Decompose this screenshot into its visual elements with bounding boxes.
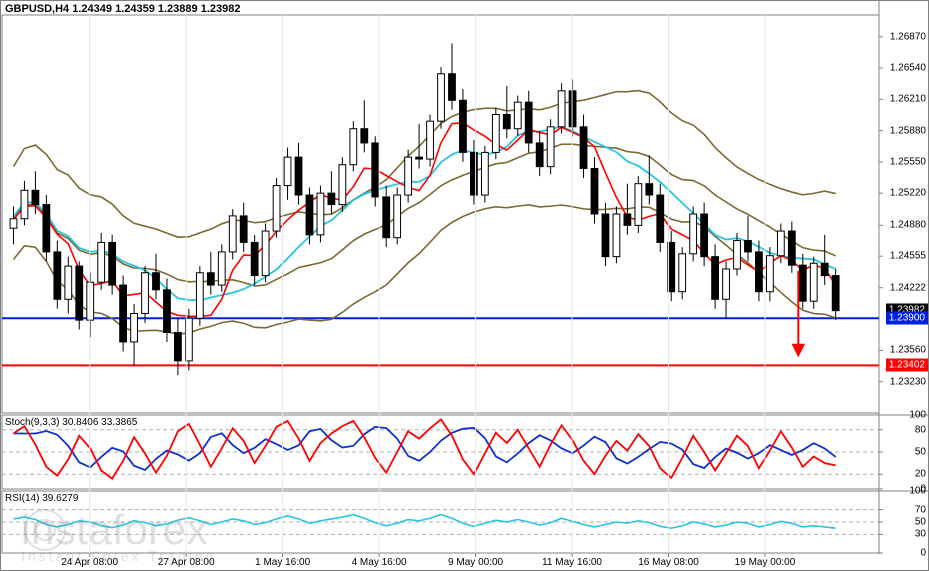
rsi-tick: 100 bbox=[909, 486, 926, 497]
y-tick-label: 1.24555 bbox=[890, 251, 926, 262]
y-tick-label: 1.23230 bbox=[890, 376, 926, 387]
stoch-label: Stoch(9,3,3) 30.8406 33.3865 bbox=[5, 417, 137, 428]
y-tick-label: 1.24222 bbox=[890, 282, 926, 293]
price-tag: 1.23402 bbox=[886, 359, 928, 372]
y-tick-label: 1.25220 bbox=[890, 188, 926, 199]
ohlc-label: 1.24349 1.24359 1.23889 1.23982 bbox=[72, 3, 240, 15]
y-tick-label: 1.25550 bbox=[890, 156, 926, 167]
rsi-label: RSI(14) 39.6279 bbox=[5, 493, 78, 504]
x-tick-label: 19 May 00:00 bbox=[735, 557, 796, 568]
y-tick-label: 1.26870 bbox=[890, 31, 926, 42]
rsi-tick: 70 bbox=[915, 504, 926, 515]
price-tag: 1.23900 bbox=[886, 312, 928, 325]
y-tick-label: 1.26540 bbox=[890, 63, 926, 74]
rsi-tick: 50 bbox=[915, 517, 926, 528]
y-tick-label: 1.24880 bbox=[890, 220, 926, 231]
chart-title: GBPUSD,H4 1.24349 1.24359 1.23889 1.2398… bbox=[5, 3, 240, 15]
chart-svg[interactable] bbox=[1, 1, 929, 571]
x-tick-label: 9 May 00:00 bbox=[448, 557, 503, 568]
x-tick-label: 11 May 16:00 bbox=[542, 557, 602, 568]
x-tick-label: 1 May 16:00 bbox=[255, 557, 310, 568]
y-tick-label: 1.26210 bbox=[890, 94, 926, 105]
rsi-tick: 0 bbox=[920, 548, 926, 559]
stoch-tick: 20 bbox=[915, 469, 926, 480]
x-tick-label: 16 May 08:00 bbox=[638, 557, 699, 568]
rsi-tick: 30 bbox=[915, 529, 926, 540]
stoch-tick: 80 bbox=[915, 424, 926, 435]
symbol-label: GBPUSD,H4 bbox=[5, 3, 69, 15]
stoch-tick: 100 bbox=[909, 410, 926, 421]
watermark: instaforex Instant Forex Trading bbox=[21, 506, 216, 564]
y-tick-label: 1.23560 bbox=[890, 345, 926, 356]
y-tick-label: 1.25880 bbox=[890, 125, 926, 136]
stoch-tick: 50 bbox=[915, 447, 926, 458]
x-tick-label: 4 May 16:00 bbox=[352, 557, 407, 568]
chart-container: GBPUSD,H4 1.24349 1.24359 1.23889 1.2398… bbox=[0, 0, 929, 571]
